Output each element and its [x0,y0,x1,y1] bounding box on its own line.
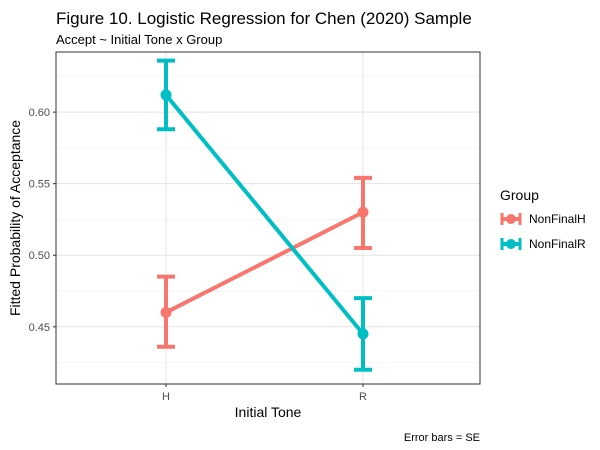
x-tick-label: H [162,391,170,403]
legend-label: NonFinalH [529,212,586,226]
series-nonfinalr [157,58,372,372]
plot-panel-border [55,51,481,385]
legend-key-point [506,239,516,249]
series-line-nonfinalr [164,93,365,336]
y-tick-label: 0.50 [29,250,50,262]
data-point [160,306,172,318]
axis-ticks: 0.45 0.50 0.55 0.60 H R [29,107,367,403]
data-point [357,206,369,218]
y-tick-label: 0.60 [29,107,50,119]
series-layer [157,58,372,372]
data-point [160,89,172,101]
y-tick-label: 0.55 [29,179,50,191]
legend-item-nonfinalr: NonFinalR [500,237,586,251]
y-tick-label: 0.45 [29,322,50,334]
series-line-nonfinalh [165,210,364,315]
chart-caption: Error bars = SE [404,432,480,444]
chart-subtitle: Accept ~ Initial Tone x Group [56,32,222,47]
data-point [357,328,369,340]
chart-title: Figure 10. Logistic Regression for Chen … [56,9,472,28]
legend-item-nonfinalh: NonFinalH [500,212,586,226]
legend: NonFinalH NonFinalR [500,212,586,251]
x-tick-label: R [359,391,367,403]
series-nonfinalh [157,175,372,349]
legend-key-point [506,214,516,224]
legend-label: NonFinalR [529,237,586,251]
y-axis-title: Fitted Probability of Acceptance [7,120,23,316]
x-axis-title: Initial Tone [235,404,302,420]
legend-title: Group [500,187,539,203]
